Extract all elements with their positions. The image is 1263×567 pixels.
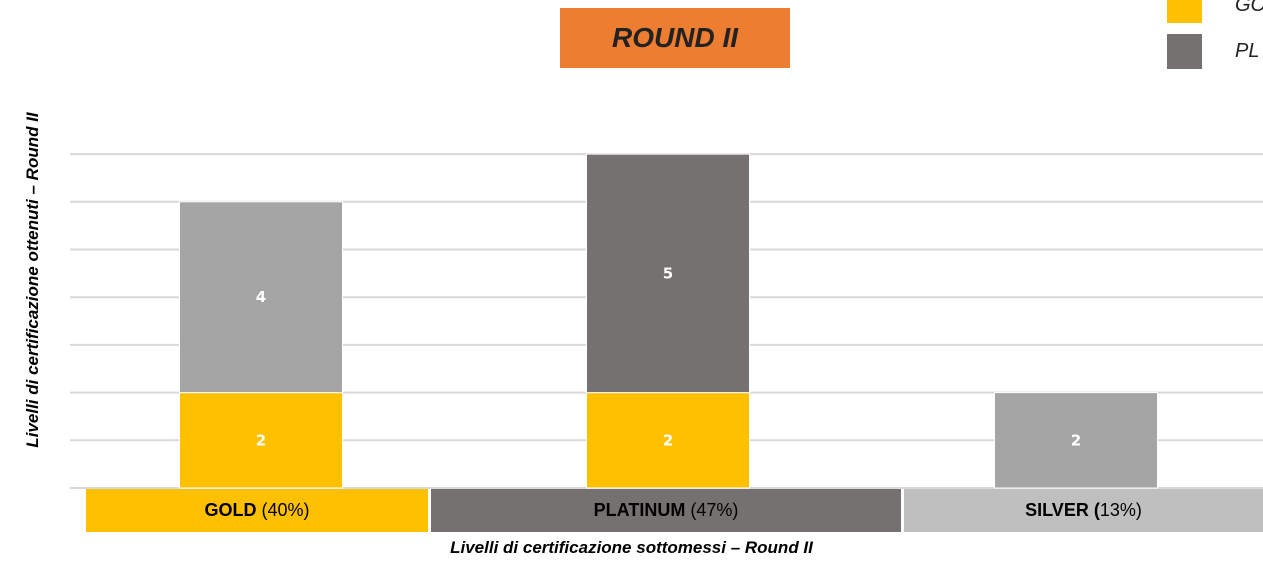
category-percent-platinum: (47%) — [690, 500, 739, 520]
legend-item-gold: GO — [1167, 0, 1263, 23]
data-label: 4 — [256, 288, 266, 306]
data-label: 5 — [663, 264, 673, 282]
category-percent-gold: (40%) — [261, 500, 310, 520]
category-strip-platinum: PLATINUM (47%) — [431, 489, 901, 532]
data-label: 2 — [663, 431, 673, 449]
bar-silver-segment — [994, 392, 1158, 489]
data-label: 2 — [1071, 431, 1081, 449]
chart-title-box: ROUND II — [560, 8, 790, 68]
data-label: 2 — [256, 431, 266, 449]
legend-label-gold: GO — [1235, 0, 1263, 16]
legend-item-platinum: PL — [1167, 34, 1259, 69]
legend-swatch-gold — [1167, 0, 1202, 23]
bar-platinum-segment — [586, 392, 750, 489]
category-strip-silver: SILVER (13%) — [904, 489, 1263, 532]
category-name-gold: GOLD — [204, 500, 257, 520]
category-name-platinum: PLATINUM — [593, 500, 686, 520]
y-axis-label: Livelli di certificazione ottenuti – Rou… — [23, 112, 42, 448]
category-name-silver: SILVER ( — [1025, 500, 1100, 520]
category-percent-silver: 13%) — [1099, 500, 1142, 520]
x-axis-label: Livelli di certificazione sottomessi – R… — [450, 538, 813, 557]
bar-gold-segment — [179, 392, 343, 489]
legend-swatch-platinum — [1167, 34, 1202, 69]
legend-label-platinum: PL — [1235, 40, 1260, 62]
bar-gold-segment — [179, 201, 343, 394]
category-strip-gold: GOLD (40%) — [86, 489, 428, 532]
bar-platinum-segment — [586, 153, 750, 394]
chart-title: ROUND II — [612, 22, 738, 53]
